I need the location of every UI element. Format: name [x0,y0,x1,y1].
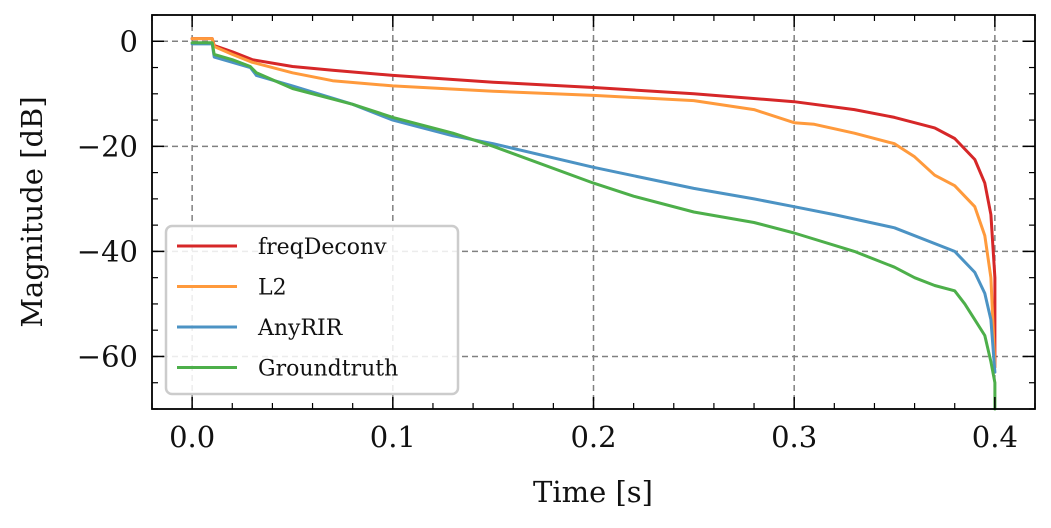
ticks [151,14,1036,410]
x-tick-label: 0.3 [771,420,817,454]
x-axis-label: Time [s] [533,475,653,509]
series-lines [190,37,997,411]
series-line-anyrir [190,42,997,374]
y-tick-label: −40 [77,234,138,268]
y-tick-label: −60 [77,339,138,373]
y-axis-label: Magnitude [dB] [15,96,49,327]
series-line-groundtruth [190,41,997,411]
x-tick-label: 0.2 [570,420,616,454]
x-tick-label: 0.1 [370,420,416,454]
legend-label-groundtruth: Groundtruth [258,357,398,382]
y-tick-label: −20 [77,129,138,163]
legend-label-freqdeconv: freqDeconv [258,235,387,260]
legend-box [164,224,460,396]
x-tick-label: 0.4 [972,420,1018,454]
legend-label-anyrir: AnyRIR [257,316,344,341]
x-tick-label: 0.0 [169,420,215,454]
legend: freqDeconv L2 AnyRIR Groundtruth [164,224,460,396]
tick-labels: 0.0 0.1 0.2 0.3 0.4 0 −20 −40 −60 [77,24,1018,454]
series-line-freqdeconv [190,37,997,369]
grid [152,15,1035,409]
y-tick-label: 0 [120,24,138,58]
series-line-l2 [190,37,997,369]
legend-label-l2: L2 [258,276,287,301]
